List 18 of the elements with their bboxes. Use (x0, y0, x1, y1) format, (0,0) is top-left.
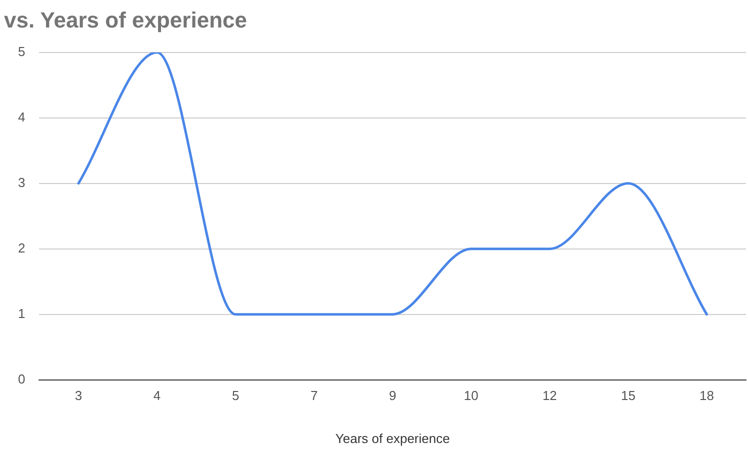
x-tick-label: 4 (153, 388, 161, 404)
x-tick-label: 3 (74, 388, 82, 404)
x-tick-label: 9 (389, 388, 396, 404)
chart-title: vs. Years of experience (4, 7, 247, 32)
x-tick-label: 15 (620, 388, 636, 404)
y-tick-label: 4 (18, 109, 26, 124)
x-tick-label: 7 (310, 388, 318, 404)
y-tick-label: 5 (18, 44, 26, 59)
y-tick-label: 0 (18, 371, 26, 386)
x-tick-label: 12 (542, 388, 557, 404)
x-tick-label: 18 (700, 388, 714, 404)
x-tick-label: 5 (232, 388, 240, 404)
y-tick-label: 1 (18, 306, 26, 321)
x-axis-title: Years of experience (335, 430, 450, 446)
y-tick-label: 2 (18, 240, 26, 256)
y-tick-label: 3 (18, 174, 26, 190)
x-tick-label: 10 (464, 388, 478, 404)
line-series (77, 52, 708, 316)
